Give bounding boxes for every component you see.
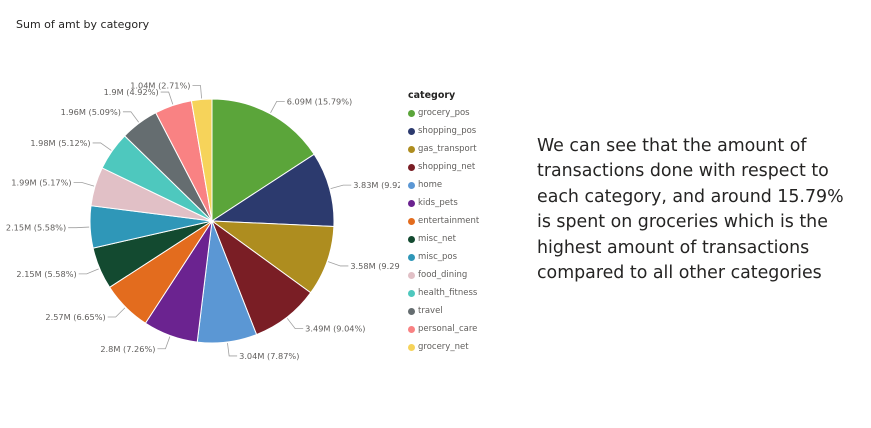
legend-item-misc_net[interactable]: misc_net (408, 230, 479, 248)
legend-item-health_fitness[interactable]: health_fitness (408, 284, 479, 302)
data-label-personal_care: 1.9M (4.92%) (104, 87, 159, 97)
legend-label: misc_pos (418, 252, 458, 262)
legend-item-kids_pets[interactable]: kids_pets (408, 194, 479, 212)
legend-item-misc_pos[interactable]: misc_pos (408, 248, 479, 266)
data-label-home: 3.04M (7.87%) (239, 351, 299, 361)
legend-marker-icon (408, 217, 415, 225)
legend-marker-icon (408, 181, 415, 189)
legend-item-entertainment[interactable]: entertainment (408, 212, 479, 230)
legend-item-personal_care[interactable]: personal_care (408, 320, 479, 338)
legend-marker-icon (408, 199, 415, 207)
legend-item-shopping_pos[interactable]: shopping_pos (408, 122, 479, 140)
leader-line-grocery_net (192, 85, 202, 99)
insight-text: We can see that the amount of transactio… (537, 136, 844, 284)
legend-label: home (418, 180, 443, 190)
data-label-health_fitness: 1.98M (5.12%) (30, 138, 90, 148)
data-label-food_dining: 1.99M (5.17%) (11, 177, 71, 187)
chart-legend: category grocery_pos shopping_pos gas_tran… (408, 90, 479, 356)
leader-line-grocery_pos (270, 100, 285, 114)
legend-title: category (408, 90, 456, 101)
legend-label: misc_net (418, 234, 456, 244)
legend-marker-icon (408, 325, 415, 333)
legend-marker-icon (408, 289, 415, 297)
legend-item-travel[interactable]: travel (408, 302, 479, 320)
legend-marker-icon (408, 127, 415, 135)
legend-marker-icon (408, 271, 415, 279)
legend-label: gas_transport (418, 144, 477, 154)
chart-title: Sum of amt by category (16, 18, 150, 31)
data-label-gas_transport: 3.58M (9.29%) (350, 261, 400, 271)
data-label-shopping_net: 3.49M (9.04%) (305, 324, 365, 334)
legend-label: health_fitness (418, 288, 478, 298)
leader-line-home (227, 342, 238, 357)
legend-label: shopping_pos (418, 126, 477, 136)
pie-chart[interactable]: 6.09M (15.79%) 3.83M (9.92%) 3.58M (9.29%)… (0, 0, 400, 428)
leader-line-travel (122, 111, 140, 123)
legend-item-grocery_pos[interactable]: grocery_pos (408, 104, 479, 122)
leader-line-shopping_pos (330, 184, 352, 189)
legend-label: food_dining (418, 270, 468, 280)
legend-item-shopping_net[interactable]: shopping_net (408, 158, 479, 176)
data-label-misc_pos: 2.15M (5.58%) (6, 223, 66, 233)
leader-line-misc_net (78, 268, 99, 275)
data-label-grocery_net: 1.04M (2.71%) (130, 80, 190, 90)
data-label-grocery_pos: 6.09M (15.79%) (287, 96, 353, 106)
legend-marker-icon (408, 343, 415, 351)
legend-label: personal_care (418, 324, 478, 334)
legend-label: grocery_pos (418, 108, 470, 118)
pie-slice-shopping_pos[interactable] (210, 153, 335, 228)
legend-marker-icon (408, 235, 415, 243)
legend-label: entertainment (418, 216, 480, 226)
legend-label: kids_pets (418, 198, 458, 208)
pie-slice-grocery_pos[interactable] (211, 98, 315, 222)
leader-line-misc_pos (68, 226, 90, 229)
legend-marker-icon (408, 307, 415, 315)
leader-line-entertainment (107, 307, 126, 318)
legend-item-food_dining[interactable]: food_dining (408, 266, 479, 284)
data-label-shopping_pos: 3.83M (9.92%) (353, 180, 400, 190)
legend-item-home[interactable]: home (408, 176, 479, 194)
legend-item-gas_transport[interactable]: gas_transport (408, 140, 479, 158)
legend-label: travel (418, 306, 443, 316)
legend-marker-icon (408, 253, 415, 261)
leader-line-health_fitness (92, 142, 112, 151)
data-label-misc_net: 2.15M (5.58%) (16, 269, 76, 279)
legend-marker-icon (408, 145, 415, 153)
legend-label: shopping_net (418, 162, 476, 172)
pie-slice-grocery_net[interactable] (190, 98, 213, 222)
legend-label: grocery_net (418, 342, 469, 352)
leader-line-shopping_net (286, 318, 304, 329)
legend-marker-icon (408, 109, 415, 117)
legend-marker-icon (408, 163, 415, 171)
data-label-travel: 1.96M (5.09%) (61, 107, 121, 117)
leader-line-gas_transport (327, 261, 349, 267)
leader-line-personal_care (160, 91, 174, 105)
leader-line-kids_pets (157, 336, 171, 350)
legend-item-grocery_net[interactable]: grocery_net (408, 338, 479, 356)
leader-line-food_dining (73, 181, 95, 187)
data-label-kids_pets: 2.8M (7.26%) (100, 344, 155, 354)
data-label-entertainment: 2.57M (6.65%) (45, 312, 105, 322)
